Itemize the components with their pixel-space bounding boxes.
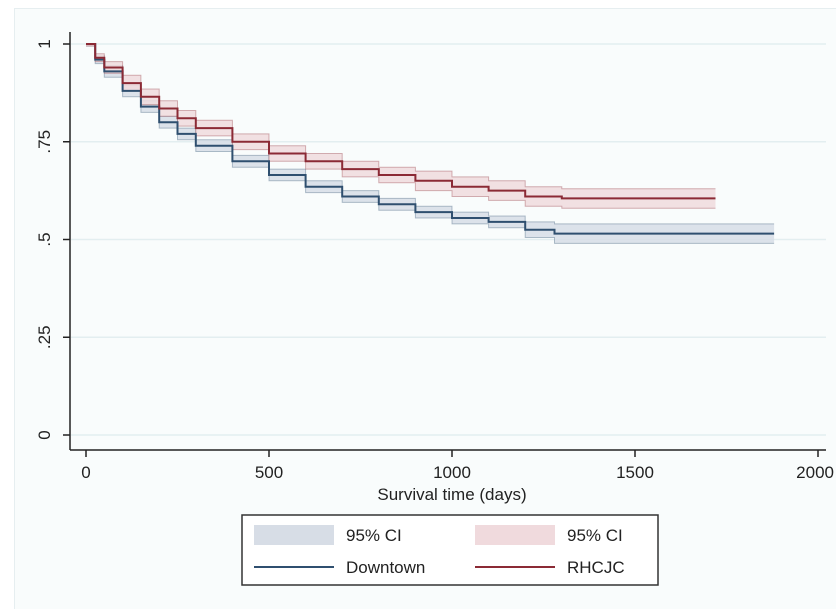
x-tick-label-2: 1000	[433, 463, 471, 482]
legend-label-downtown: Downtown	[346, 558, 425, 577]
legend-label-rhcjc-ci: 95% CI	[567, 526, 623, 545]
legend-label-rhcjc: RHCJC	[567, 558, 625, 577]
survival-line-rhcjc	[86, 43, 716, 200]
y-tick-label-1: .25	[35, 325, 54, 349]
legend-swatch-downtown-ci	[254, 525, 334, 545]
x-tick-label-3: 1500	[616, 463, 654, 482]
survival-lines	[86, 43, 775, 235]
legend: 95% CI 95% CI Downtown RHCJC	[241, 514, 659, 586]
ci-bands	[86, 43, 775, 244]
y-tick-label-3: .75	[35, 130, 54, 154]
y-tick-label-4: 1	[35, 39, 54, 48]
x-axis-ticks: 0 500 1000 1500 2000	[81, 450, 834, 482]
x-tick-label-1: 500	[255, 463, 283, 482]
axes	[69, 32, 826, 451]
y-tick-label-2: .5	[35, 232, 54, 246]
y-axis-ticks: 0 .25 .5 .75 1	[35, 39, 70, 440]
x-tick-label-0: 0	[81, 463, 90, 482]
x-tick-label-4: 2000	[796, 463, 834, 482]
legend-label-downtown-ci: 95% CI	[346, 526, 402, 545]
ci-lower-rhcjc	[86, 45, 716, 209]
legend-swatch-rhcjc-ci	[475, 525, 555, 545]
x-axis-title: Survival time (days)	[377, 485, 526, 504]
ci-band-downtown	[86, 44, 775, 244]
survival-line-downtown	[86, 43, 775, 235]
y-tick-label-0: 0	[35, 430, 54, 439]
